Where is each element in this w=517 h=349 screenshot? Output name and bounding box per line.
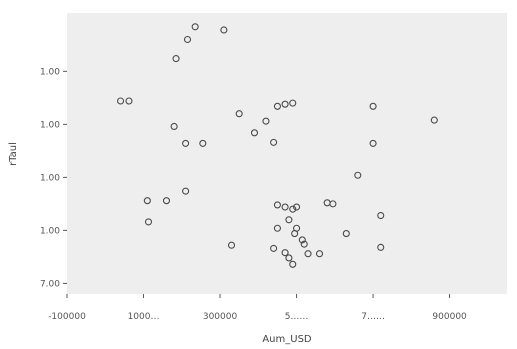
plot-area bbox=[67, 13, 507, 294]
x-tick-label: 300000 bbox=[203, 312, 238, 322]
y-tick-label: 1.00 bbox=[40, 173, 60, 183]
x-axis-label: Aum_USD bbox=[262, 334, 312, 345]
x-tick-label: 1000… bbox=[128, 312, 160, 322]
x-tick-label: 7…… bbox=[361, 312, 385, 322]
y-tick-label: 1.00 bbox=[40, 120, 60, 130]
y-tick-label: 1.00 bbox=[40, 67, 60, 77]
y-axis: 1.00 1.00 1.00 1.00 7.00 bbox=[40, 67, 67, 289]
y-tick-label: 7.00 bbox=[40, 279, 60, 289]
x-tick-label: 900000 bbox=[432, 312, 467, 322]
x-tick-label: 5…… bbox=[285, 312, 309, 322]
x-tick-label: -100000 bbox=[48, 312, 86, 322]
y-axis-label: rTaul bbox=[8, 142, 19, 166]
y-tick-label: 1.00 bbox=[40, 226, 60, 236]
x-axis: -100000 1000… 300000 5…… 7…… 900000 bbox=[48, 294, 467, 322]
